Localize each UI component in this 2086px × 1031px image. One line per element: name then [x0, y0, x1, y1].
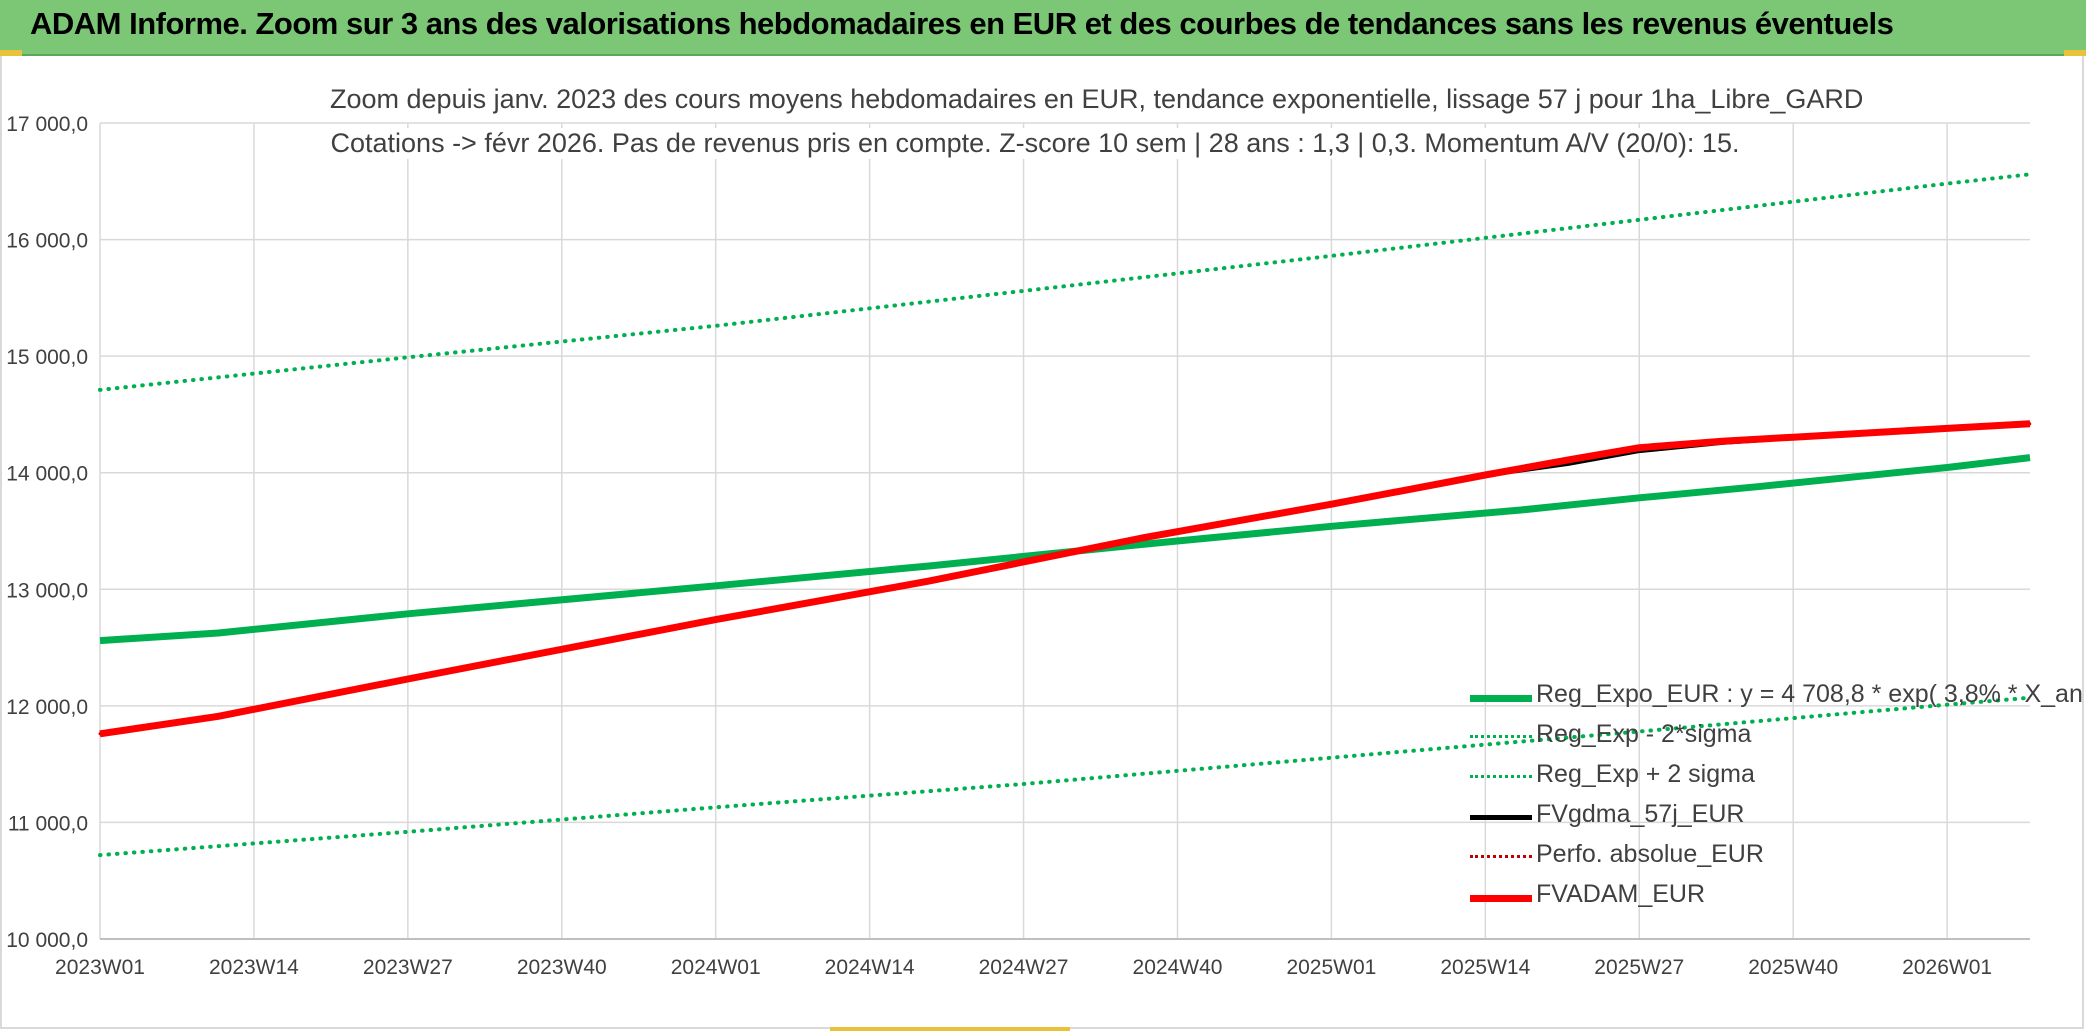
bottom-accent-bar [830, 1027, 1070, 1031]
y-tick-label: 11 000,0 [8, 812, 88, 835]
legend-label: Perfo. absolue_EUR [1536, 840, 1764, 868]
y-tick-label: 15 000,0 [6, 346, 88, 369]
x-tick-label: 2025W14 [1440, 956, 1530, 979]
legend-label: FVgdma_57j_EUR [1536, 800, 1745, 828]
y-tick-label: 10 000,0 [6, 929, 88, 952]
chart-axes: 10 000,0 11 000,0 12 000,0 13 000,0 14 000,0… [6, 113, 2030, 979]
banner-corner-accent-right [2064, 50, 2086, 56]
x-tick-label: 2023W40 [517, 956, 607, 979]
series-line-5 [99, 420, 2031, 738]
legend-label: Reg_Expo_EUR : y = 4 708,8 * exp( 3,8% *… [1536, 680, 2086, 708]
legend-label: Reg_Exp - 2*sigma [1536, 720, 1752, 748]
series-line-0 [99, 454, 2031, 645]
x-tick-label: 2024W14 [825, 956, 915, 979]
report-banner: ADAM Informe. Zoom sur 3 ans des valoris… [0, 0, 2086, 56]
x-tick-label: 2024W01 [671, 956, 761, 979]
legend-swatch [1470, 815, 1532, 820]
y-tick-label: 14 000,0 [6, 463, 88, 486]
x-tick-label: 2023W27 [363, 956, 453, 979]
series-line-1 [98, 695, 2032, 858]
x-tick-label: 2026W01 [1902, 956, 1992, 979]
series-line-2 [98, 172, 2032, 392]
x-tick-label: 2024W27 [979, 956, 1069, 979]
x-tick-label: 2023W01 [55, 956, 145, 979]
legend-swatch [1470, 735, 1532, 738]
x-tick-label: 2025W27 [1594, 956, 1684, 979]
x-tick-label: 2024W40 [1133, 956, 1223, 979]
chart-series [98, 172, 2032, 858]
legend-swatch [1470, 895, 1532, 902]
legend-swatch [1470, 695, 1532, 702]
chart-title-line-1: Zoom depuis janv. 2023 des cours moyens … [330, 84, 1864, 115]
x-tick-label: 2025W40 [1748, 956, 1838, 979]
legend-label: FVADAM_EUR [1536, 880, 1706, 908]
y-tick-label: 13 000,0 [6, 579, 88, 602]
x-tick-label: 2023W14 [209, 956, 299, 979]
report-title: ADAM Informe. Zoom sur 3 ans des valoris… [30, 6, 1894, 41]
legend-swatch [1470, 855, 1532, 858]
x-tick-label: 2025W01 [1286, 956, 1376, 979]
y-tick-label: 17 000,0 [6, 113, 88, 136]
legend-label: Reg_Exp + 2 sigma [1536, 760, 1755, 788]
chart-title-line-2: Cotations -> févr 2026. Pas de revenus p… [330, 128, 1740, 159]
banner-corner-accent-left [0, 50, 22, 56]
y-tick-label: 16 000,0 [6, 230, 88, 253]
y-tick-label: 12 000,0 [6, 696, 88, 719]
legend-swatch [1470, 775, 1532, 778]
